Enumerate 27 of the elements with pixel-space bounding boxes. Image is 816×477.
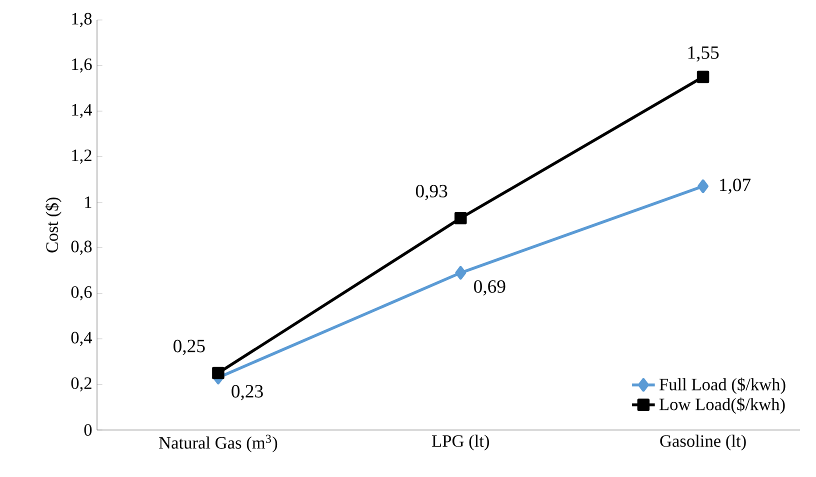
- point: [454, 212, 467, 224]
- point: [455, 266, 466, 280]
- legend-label: Full Load ($/kwh): [659, 378, 786, 394]
- data-label: 0,69: [474, 280, 506, 296]
- point: [212, 366, 224, 380]
- data-label: 1,07: [720, 178, 751, 194]
- data-label: 0,25: [174, 340, 205, 355]
- data-label: 0,93: [416, 184, 448, 200]
- y-tick-label: 1,8: [72, 12, 92, 28]
- x-tick-label: Natural Gas (m$^{3}$): [159, 434, 278, 452]
- y-tick-label: 1,4: [72, 104, 92, 118]
- y-tick-label: 1,2: [72, 150, 92, 164]
- y-tick-label: 0,8: [71, 240, 92, 255]
- y-axis-title: Cost ($): [45, 198, 62, 252]
- y-tick-label: 0,6: [71, 286, 92, 300]
- x-tick-label: Gasoline (lt): [660, 434, 746, 450]
- legend-label: Low Load($/kwh): [659, 398, 785, 414]
- y-tick-label: 0,2: [71, 377, 92, 392]
- y-tick-label: 0: [84, 424, 92, 436]
- y-tick-label: 1,6: [72, 58, 92, 73]
- data-label: 0,23: [232, 384, 263, 400]
- y-tick-label: 0,4: [71, 332, 92, 346]
- y-tick-label: 1: [85, 196, 92, 208]
- point: [698, 179, 709, 194]
- data-label: 1,55: [688, 46, 719, 62]
- x-tick-label: LPG (lt): [432, 434, 489, 450]
- point: [696, 70, 710, 84]
